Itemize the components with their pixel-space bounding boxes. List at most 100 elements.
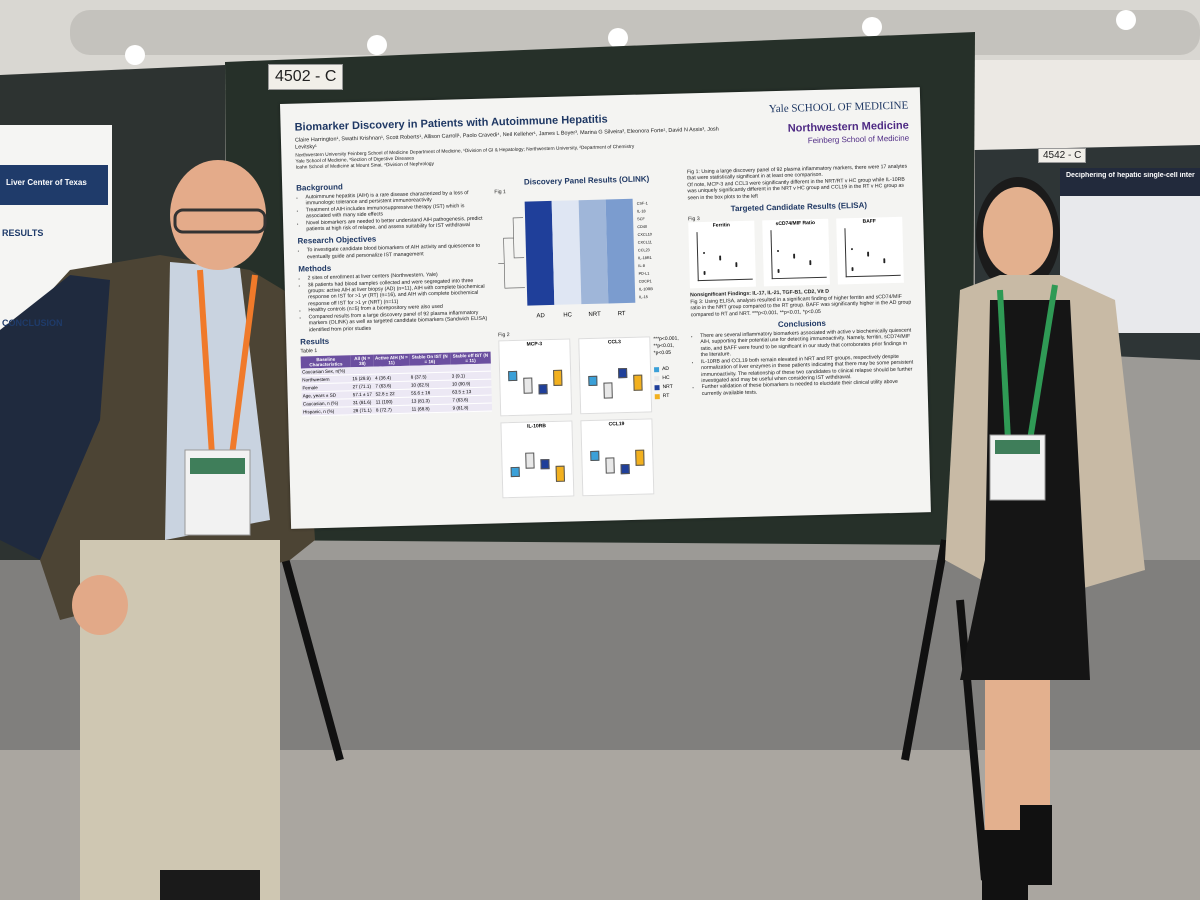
middle-column: Discovery Panel Results (OLINK) Fig 1 AD…	[494, 170, 688, 515]
legend-swatch	[654, 376, 660, 382]
light	[125, 45, 145, 65]
box	[553, 369, 563, 386]
heatmap-group-label: RT	[618, 311, 626, 317]
box-plot: MCP-3	[498, 338, 573, 417]
person-left	[0, 160, 315, 900]
elisa-plot-title: sCD74/MIF Ratio	[775, 220, 816, 228]
box	[620, 463, 630, 475]
legend-entry: RT	[662, 392, 670, 400]
heatmap-marker-label: CD40	[637, 225, 647, 229]
heatmap-column	[605, 198, 636, 304]
heatmap-column	[524, 200, 555, 306]
box-plot-title: CCL19	[608, 421, 625, 428]
heatmap-group-label: AD	[536, 313, 545, 319]
table-header: Stable On IST (N = 16)	[409, 352, 451, 367]
logo-feinberg: Feinberg School of Medicine	[807, 133, 910, 146]
left-poster-banner-text: Liver Center of Texas	[6, 178, 87, 187]
box	[540, 459, 550, 470]
elisa-plot: Ferritin	[688, 221, 756, 289]
heatmap-marker-label: SCF	[637, 217, 645, 221]
heatmap: AD HC NRT RT CSF-1 IL-18 SCF CD40 CXCL10 CXCL11 CC…	[498, 198, 653, 319]
bullet: To investigate candidate blood biomarker…	[307, 243, 488, 261]
easel-leg	[956, 599, 989, 881]
poster: Biomarker Discovery in Patients with Aut…	[280, 87, 931, 529]
legend-swatch	[654, 385, 660, 391]
right-poster-title: Deciphering of hepatic single-cell inter	[1066, 172, 1195, 179]
table-cell: 28 (71.1)	[352, 406, 376, 416]
light	[367, 35, 387, 55]
elisa-plots: Ferritin sCD74/MIF Ratio BAFF	[688, 217, 912, 293]
elisa-plot-title: Ferritin	[712, 222, 731, 230]
elisa-plot: BAFF	[836, 217, 904, 285]
left-column: Background Autoimmune hepatitis (AIH) is…	[296, 175, 493, 417]
heatmap-marker-label: CCL23	[638, 248, 650, 252]
legend-entry: AD	[661, 365, 670, 373]
heatmap-group-label: NRT	[588, 312, 601, 318]
box-plot: IL-10RB	[500, 420, 575, 499]
table-cell: 8 (72.7)	[374, 405, 411, 415]
bullet: Compared results from a large discovery …	[309, 309, 490, 333]
person-right	[945, 177, 1145, 900]
table-header: Stable off IST (N = 11)	[450, 351, 491, 365]
box	[588, 375, 598, 387]
box	[508, 370, 518, 382]
easel-leg	[276, 538, 344, 762]
elisa-plot: sCD74/MIF Ratio	[762, 219, 830, 287]
left-poster-banner	[0, 165, 108, 205]
table-cell: 11 (68.8)	[410, 404, 452, 414]
p-value-note: **p<0.01,	[653, 342, 675, 350]
heatmap-marker-label: IL-8	[638, 264, 645, 268]
box	[618, 368, 628, 379]
box	[603, 382, 613, 399]
box	[523, 377, 533, 394]
heatmap-column	[551, 200, 582, 305]
legend-swatch	[654, 367, 660, 373]
heatmap-marker-label: CXCL11	[638, 240, 652, 244]
box	[590, 450, 600, 461]
box	[633, 374, 643, 391]
heatmap-column	[578, 199, 609, 305]
box	[538, 384, 548, 395]
table-header: Active AIH (N = 11)	[373, 354, 410, 367]
bullet-list: Autoimmune hepatitis (AIH) is a rare dis…	[296, 190, 487, 233]
heatmap-marker-label: IL-18	[637, 209, 646, 213]
box	[510, 466, 520, 478]
table-cell: Hispanic, n (%)	[301, 407, 353, 417]
heatmap-marker-label: CDCP1	[639, 279, 652, 283]
light	[1116, 10, 1136, 30]
box	[635, 449, 645, 466]
p-value-note: ***p<0.001,	[653, 335, 679, 343]
heatmap-marker-label: IL-18R1	[638, 256, 652, 260]
table-header: All (N = 38)	[350, 354, 374, 368]
back-wall	[970, 60, 1200, 150]
table: Baseline Characteristics All (N = 38) Acti…	[300, 351, 493, 417]
box-plot-title: MCP-3	[526, 341, 543, 348]
easel-leg	[901, 539, 949, 761]
heatmap-marker-label: IL-15	[639, 295, 648, 299]
left-poster-heading: RESULTS	[2, 228, 44, 238]
box-plot-title: CCL3	[607, 339, 621, 346]
right-poster-header	[1060, 168, 1200, 196]
dendrogram	[498, 217, 525, 289]
heatmap-marker-label: CXCL10	[637, 233, 651, 237]
left-poster-heading: CONCLUSION	[2, 318, 63, 328]
light	[608, 28, 628, 48]
box	[555, 465, 565, 482]
box-plots: MCP-3 CCL3 IL-10RB CCL19 ***p<0.001, **p<0.01…	[498, 336, 687, 511]
figure-label: Fig 2	[498, 332, 510, 339]
box	[605, 457, 615, 474]
legend-swatch	[654, 394, 660, 400]
light	[862, 17, 882, 37]
p-value-note: *p<0.05	[653, 349, 672, 357]
bullet-list: 2 sites of enrollment at liver centers (…	[299, 271, 490, 334]
box-plot-title: IL-10RB	[526, 423, 547, 430]
heatmap-marker-label: IL-10RB	[639, 287, 653, 291]
bullet-list: To investigate candidate blood biomarker…	[298, 243, 488, 261]
heatmap-group-label: HC	[563, 312, 572, 318]
logo-yale: Yale SCHOOL OF MEDICINE	[768, 99, 909, 116]
box-plot: CCL19	[580, 418, 655, 497]
heatmap-marker-label: PD-L1	[639, 272, 650, 276]
legend-entry: HC	[662, 374, 670, 382]
heatmap-marker-label: CSF-1	[637, 201, 648, 205]
